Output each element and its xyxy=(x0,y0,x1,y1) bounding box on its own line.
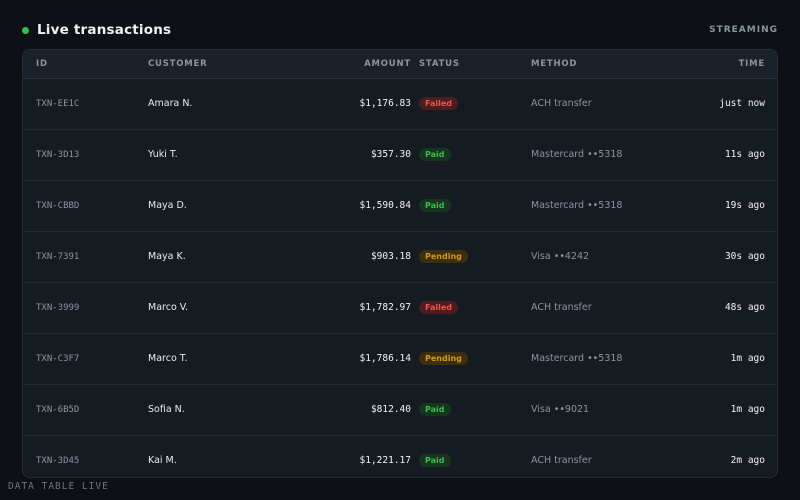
column-header-time[interactable]: TIME xyxy=(738,59,765,69)
transaction-id: TXN-7391 xyxy=(36,252,80,262)
amount-value: $903.18 xyxy=(370,251,411,262)
transaction-time: 30s ago xyxy=(724,251,765,262)
transaction-time: 11s ago xyxy=(724,149,765,160)
table-row[interactable]: TXN-6B5D Sofia N. $812.40 Visa ••9021 1m ago… xyxy=(23,385,777,436)
transaction-id: TXN-EE1C xyxy=(36,99,80,109)
payment-method: Mastercard ••5318 xyxy=(531,353,623,364)
column-header-amount[interactable]: AMOUNT xyxy=(364,59,411,69)
transaction-time: 48s ago xyxy=(724,302,765,313)
transaction-time: 1m ago xyxy=(730,353,765,364)
column-header-method[interactable]: METHOD xyxy=(531,59,578,69)
amount-value: $357.30 xyxy=(370,149,411,160)
transaction-time: just now xyxy=(719,98,765,109)
customer-name: Kai M. xyxy=(148,455,177,466)
transaction-id: TXN-3D45 xyxy=(36,456,80,466)
table-row[interactable]: TXN-3D13 Yuki T. $357.30 Mastercard ••5318 1… xyxy=(23,130,777,181)
transaction-id: TXN-6B5D xyxy=(36,405,80,415)
status-badge: Pending xyxy=(419,250,468,263)
transaction-time: 19s ago xyxy=(724,200,765,211)
status-badge: Pending xyxy=(419,352,468,365)
payment-method: Mastercard ••5318 xyxy=(531,200,623,211)
page-title: Live transactions xyxy=(37,22,172,38)
status-cell: Failed xyxy=(419,79,459,129)
header: Live transactions STREAMING xyxy=(22,19,778,41)
transactions-table: ID CUSTOMER AMOUNT STATUS METHOD TIME TX… xyxy=(22,49,778,478)
customer-name: Amara N. xyxy=(148,98,193,109)
transaction-id: TXN-3999 xyxy=(36,303,80,313)
customer-name: Marco V. xyxy=(148,302,189,313)
amount-value: $812.40 xyxy=(370,404,411,415)
transaction-id: TXN-3D13 xyxy=(36,150,80,160)
title-group: Live transactions xyxy=(22,22,171,38)
payment-method: Mastercard ••5318 xyxy=(531,149,623,160)
payment-method: Visa ••4242 xyxy=(531,251,590,262)
customer-name: Yuki T. xyxy=(148,149,178,160)
transaction-time: 1m ago xyxy=(730,404,765,415)
streaming-status: STREAMING xyxy=(709,25,778,35)
status-badge: Paid xyxy=(419,403,451,416)
transaction-id: TXN-CBBD xyxy=(36,201,80,211)
table-body: TXN-EE1C Amara N. $1,176.83 ACH transfer jus… xyxy=(23,79,777,477)
status-cell: Pending xyxy=(419,232,468,282)
customer-name: Maya K. xyxy=(148,251,186,262)
status-cell: Paid xyxy=(419,385,451,435)
status-badge: Failed xyxy=(419,301,459,314)
payment-method: ACH transfer xyxy=(531,98,592,109)
customer-name: Marco T. xyxy=(148,353,188,364)
status-badge: Paid xyxy=(419,454,451,467)
table-row[interactable]: TXN-3D45 Kai M. $1,221.17 ACH transfer 2m ag… xyxy=(23,436,777,477)
live-indicator-dot xyxy=(22,26,29,34)
table-row[interactable]: TXN-C3F7 Marco T. $1,786.14 Mastercard ••53… xyxy=(23,334,777,385)
amount-value: $1,786.14 xyxy=(359,353,411,364)
amount-value: $1,176.83 xyxy=(359,98,411,109)
status-badge: Failed xyxy=(419,97,459,110)
table-row[interactable]: TXN-3999 Marco V. $1,782.97 ACH transfer 48s… xyxy=(23,283,777,334)
status-cell: Paid xyxy=(419,130,451,180)
amount-value: $1,590.84 xyxy=(359,200,411,211)
customer-name: Sofia N. xyxy=(148,404,185,415)
amount-value: $1,782.97 xyxy=(359,302,411,313)
amount-value: $1,221.17 xyxy=(359,455,411,466)
column-header-id[interactable]: ID xyxy=(36,59,48,69)
table-row[interactable]: TXN-EE1C Amara N. $1,176.83 ACH transfer jus… xyxy=(23,79,777,130)
status-cell: Paid xyxy=(419,181,451,231)
status-cell: Pending xyxy=(419,334,468,384)
transaction-id: TXN-C3F7 xyxy=(36,354,80,364)
status-badge: Paid xyxy=(419,199,451,212)
footer-label: DATA TABLE LIVE xyxy=(8,481,109,492)
column-header-customer[interactable]: CUSTOMER xyxy=(148,59,208,69)
table-row[interactable]: TXN-7391 Maya K. $903.18 Visa ••4242 30s ago… xyxy=(23,232,777,283)
table-row[interactable]: TXN-CBBD Maya D. $1,590.84 Mastercard ••531… xyxy=(23,181,777,232)
status-cell: Failed xyxy=(419,283,459,333)
status-badge: Paid xyxy=(419,148,451,161)
customer-name: Maya D. xyxy=(148,200,187,211)
status-cell: Paid xyxy=(419,436,451,477)
column-header-status[interactable]: STATUS xyxy=(419,59,460,69)
transaction-time: 2m ago xyxy=(730,455,765,466)
payment-method: ACH transfer xyxy=(531,455,592,466)
payment-method: Visa ••9021 xyxy=(531,404,590,415)
table-header: ID CUSTOMER AMOUNT STATUS METHOD TIME xyxy=(23,50,777,79)
payment-method: ACH transfer xyxy=(531,302,592,313)
